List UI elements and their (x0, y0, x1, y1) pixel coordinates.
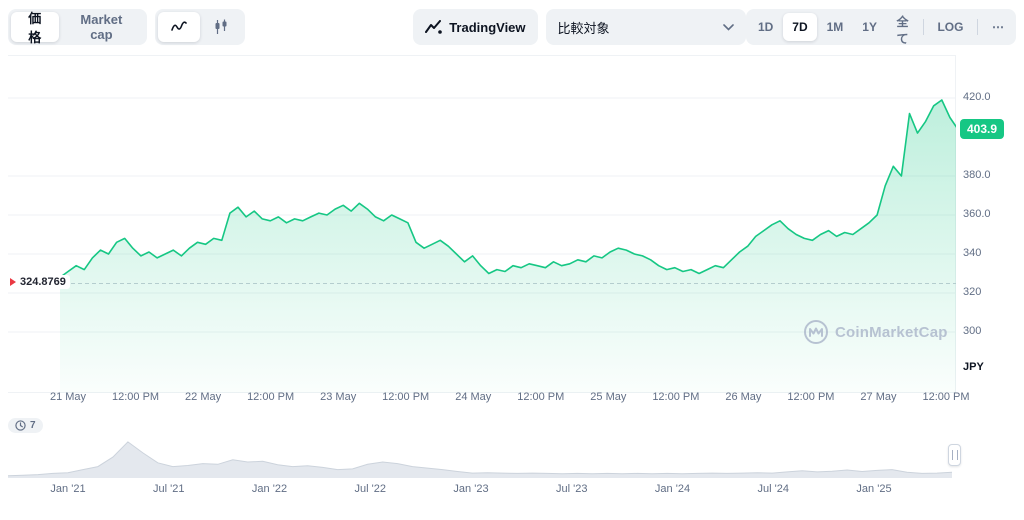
compare-dropdown-label: 比較対象 (557, 20, 610, 36)
clock-icon (15, 420, 26, 431)
history-range-count: 7 (30, 420, 36, 431)
navigator-tick-label: Jan '23 (453, 483, 489, 495)
x-tick-label: 26 May (725, 391, 762, 403)
y-tick-label: 360.0 (963, 208, 991, 220)
navigator-tick-label: Jan '24 (654, 483, 691, 495)
tradingview-icon (425, 19, 442, 34)
compare-dropdown[interactable]: 比較対象 (545, 9, 746, 45)
navigator-tick-label: Jul '24 (757, 483, 789, 495)
coinmarketcap-logo-icon (804, 320, 828, 344)
x-tick-label: 23 May (320, 391, 357, 403)
divider (922, 19, 924, 35)
coinmarketcap-watermark: CoinMarketCap (804, 320, 948, 344)
chart-toolbar: 価格 Market cap TradingView 比較対象 (8, 8, 1016, 46)
range-selector: 1D 7D 1M 1Y 全て LOG ⋯ (745, 9, 1016, 46)
x-tick-label: 12:00 PM (517, 391, 565, 403)
range-all-button[interactable]: 全て (887, 13, 918, 46)
current-price-badge: 403.9 (960, 119, 1004, 140)
x-axis: 21 May 12:00 PM 22 May 12:00 PM 23 May 12:00 … (0, 391, 1024, 407)
reference-price-marker: 324.8769 (6, 275, 70, 290)
chart-type-toggle (155, 9, 246, 45)
tradingview-button[interactable]: TradingView (413, 9, 538, 45)
watermark-text: CoinMarketCap (835, 323, 948, 341)
range-1m-button[interactable]: 1M (818, 13, 853, 41)
currency-label: JPY (963, 361, 984, 373)
line-chart-type-button[interactable] (158, 12, 201, 42)
tradingview-label: TradingView (449, 19, 526, 35)
navigator-tick-label: Jan '25 (856, 483, 892, 495)
navigator-tick-label: Jul '22 (354, 483, 386, 495)
range-1y-button[interactable]: 1Y (853, 13, 886, 41)
price-flag-icon (10, 278, 16, 287)
price-area-chart[interactable] (8, 55, 956, 393)
navigator-tick-label: Jan '21 (50, 483, 86, 495)
reference-price-label: 324.8769 (20, 276, 66, 289)
navigator-axis: Jan '21 Jul '21 Jan '22 Jul '22 Jan '23 Jul '… (0, 483, 1024, 499)
x-tick-label: 12:00 PM (111, 391, 160, 403)
y-tick-label: 320 (963, 286, 982, 298)
grip-icon (951, 450, 958, 460)
y-tick-label: 300 (963, 325, 982, 337)
log-scale-button[interactable]: LOG (928, 13, 972, 41)
x-tick-label: 12:00 PM (382, 391, 430, 403)
range-slider-handle[interactable] (948, 444, 961, 466)
navigator-tick-label: Jul '21 (153, 483, 185, 495)
more-options-button[interactable]: ⋯ (983, 13, 1013, 41)
x-tick-label: 22 May (185, 391, 222, 403)
x-tick-label: 25 May (590, 391, 627, 403)
y-tick-label: 420.0 (963, 91, 991, 103)
x-tick-label: 12:00 PM (652, 391, 700, 403)
x-tick-label: 21 May (49, 391, 87, 403)
chevron-down-icon (723, 23, 734, 31)
range-7d-button[interactable]: 7D (783, 13, 817, 41)
navigator-tick-label: Jan '22 (251, 483, 288, 495)
y-tick-label: 340 (963, 247, 982, 259)
candlestick-chart-type-button[interactable] (200, 12, 242, 42)
price-marketcap-toggle: 価格 Market cap (8, 9, 148, 45)
divider (977, 19, 978, 35)
navigator-tick-label: Jul '23 (556, 483, 588, 495)
line-chart-icon (171, 21, 187, 31)
date-range-navigator[interactable] (8, 436, 1008, 478)
x-tick-label: 27 May (860, 391, 897, 403)
x-tick-label: 12:00 PM (787, 391, 835, 403)
tab-price[interactable]: 価格 (11, 11, 59, 45)
x-tick-label: 12:00 PM (247, 391, 295, 403)
candlestick-icon (215, 19, 227, 34)
history-range-badge[interactable]: 7 (8, 418, 43, 433)
y-tick-label: 380.0 (963, 169, 991, 181)
x-tick-label: 24 May (455, 391, 492, 403)
tab-marketcap[interactable]: Market cap (59, 12, 145, 42)
x-tick-label: 12:00 PM (922, 391, 970, 403)
range-1d-button[interactable]: 1D (749, 13, 782, 41)
